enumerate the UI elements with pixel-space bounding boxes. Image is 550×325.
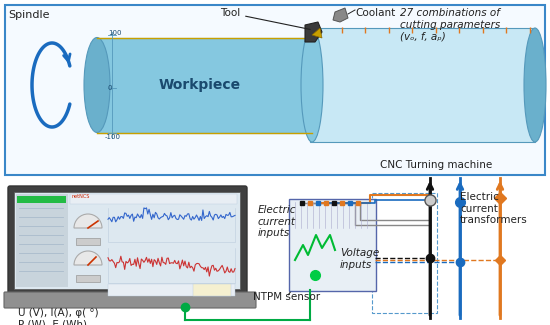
Text: 27 combinations of
cutting parameters
(vₒ, f, aₚ): 27 combinations of cutting parameters (v… bbox=[400, 8, 500, 41]
FancyBboxPatch shape bbox=[14, 192, 240, 289]
Text: Spindle: Spindle bbox=[8, 10, 50, 20]
Wedge shape bbox=[74, 214, 102, 228]
Text: Coolant: Coolant bbox=[355, 8, 395, 18]
FancyBboxPatch shape bbox=[17, 196, 66, 203]
FancyBboxPatch shape bbox=[8, 186, 247, 295]
Ellipse shape bbox=[84, 37, 110, 133]
FancyBboxPatch shape bbox=[193, 284, 231, 296]
Text: netNCS: netNCS bbox=[72, 194, 90, 200]
Polygon shape bbox=[305, 22, 322, 42]
Text: Voltage
inputs: Voltage inputs bbox=[340, 248, 379, 270]
Polygon shape bbox=[333, 8, 348, 22]
Text: 0: 0 bbox=[108, 85, 113, 91]
FancyBboxPatch shape bbox=[310, 28, 535, 142]
Text: 100: 100 bbox=[108, 30, 122, 36]
Text: U (V), I(A), φ( °)
P (W), E (Wh): U (V), I(A), φ( °) P (W), E (Wh) bbox=[18, 308, 98, 325]
Text: Tool: Tool bbox=[220, 8, 310, 30]
FancyBboxPatch shape bbox=[70, 194, 237, 204]
Text: CNC Turning machine: CNC Turning machine bbox=[380, 160, 492, 170]
Text: Electric
current
transformers: Electric current transformers bbox=[460, 192, 528, 225]
Text: NTPM sensor: NTPM sensor bbox=[253, 292, 320, 302]
FancyBboxPatch shape bbox=[76, 275, 100, 282]
FancyBboxPatch shape bbox=[108, 284, 235, 296]
Wedge shape bbox=[74, 251, 102, 265]
FancyBboxPatch shape bbox=[4, 292, 256, 308]
Ellipse shape bbox=[524, 28, 546, 142]
FancyBboxPatch shape bbox=[97, 38, 312, 133]
FancyBboxPatch shape bbox=[5, 5, 545, 175]
Text: Electric
current
inputs: Electric current inputs bbox=[258, 205, 296, 238]
FancyBboxPatch shape bbox=[289, 199, 376, 291]
Polygon shape bbox=[312, 28, 322, 38]
Text: Workpiece: Workpiece bbox=[159, 78, 241, 92]
Ellipse shape bbox=[301, 28, 323, 142]
FancyBboxPatch shape bbox=[76, 238, 100, 245]
Text: -100: -100 bbox=[105, 134, 121, 140]
FancyBboxPatch shape bbox=[16, 194, 68, 287]
